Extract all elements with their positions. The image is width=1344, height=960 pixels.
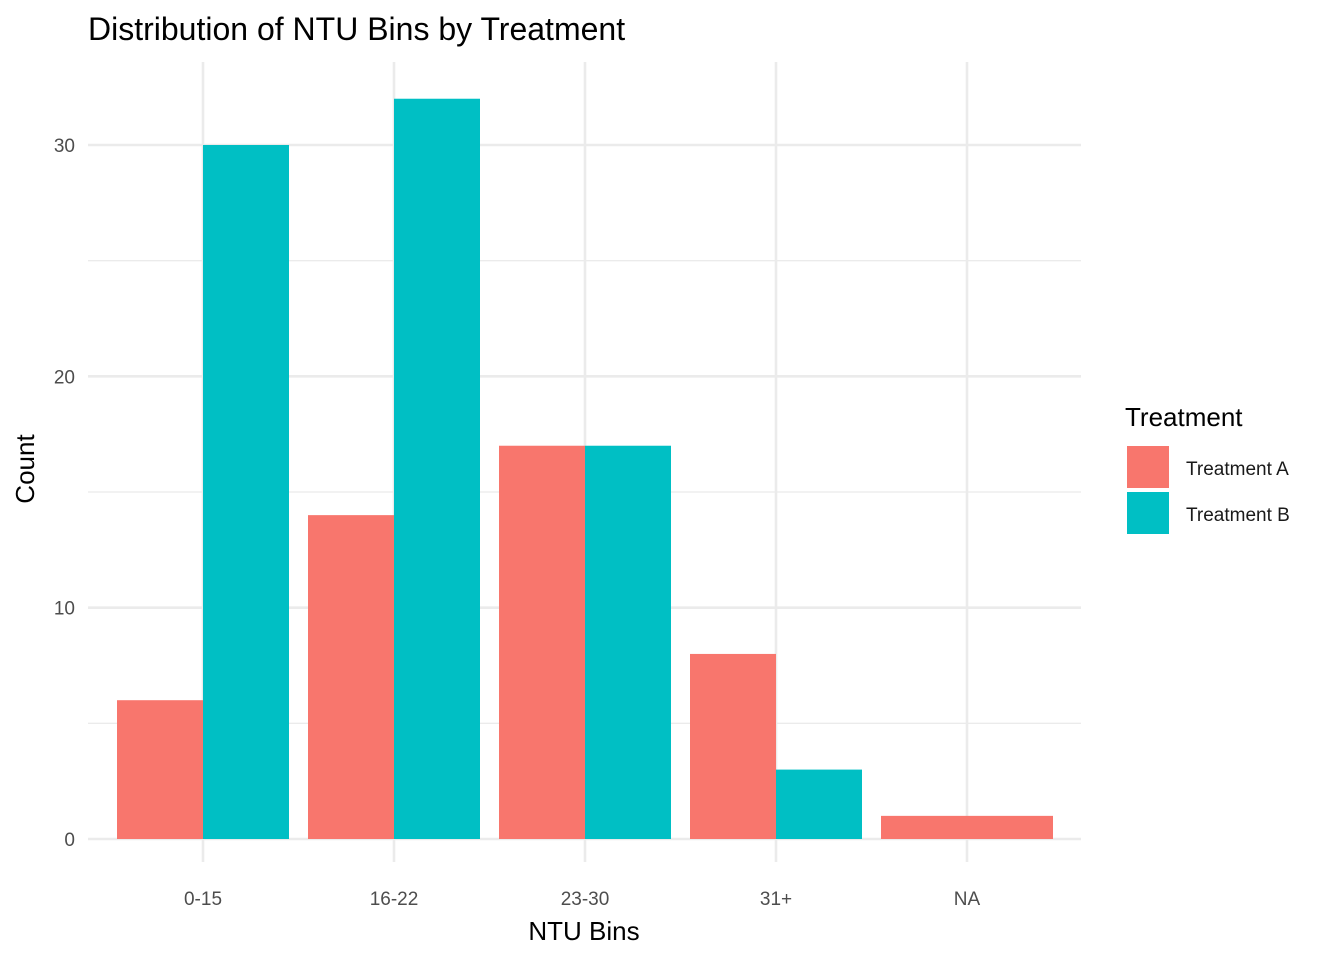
y-tick-label: 30 [54, 136, 75, 157]
y-tick-label: 20 [54, 367, 75, 388]
x-axis-title: NTU Bins [528, 916, 639, 946]
x-tick-label: 23-30 [561, 889, 610, 910]
legend-label: Treatment B [1186, 505, 1290, 526]
bar-treatment-a-2330 [499, 445, 585, 839]
x-tick-label: 16-22 [370, 889, 419, 910]
bar-treatment-b-015 [203, 145, 289, 839]
bar-treatment-a-31 [690, 653, 776, 839]
legend-title: Treatment [1125, 402, 1243, 432]
chart-title: Distribution of NTU Bins by Treatment [88, 11, 625, 47]
y-axis-title: Count [10, 434, 40, 504]
bar-treatment-b-1622 [394, 98, 480, 839]
y-axis-ticks: 0 10 20 30 [54, 136, 75, 851]
x-axis-ticks: 0-15 16-22 23-30 31+ NA [184, 889, 981, 910]
legend-key-treatment-a [1127, 446, 1169, 488]
bars [117, 98, 1053, 839]
bar-treatment-b-2330 [585, 445, 671, 839]
bar-treatment-a-1622 [308, 515, 394, 839]
bar-treatment-b-31 [776, 769, 862, 839]
x-tick-label: 31+ [760, 889, 792, 910]
y-tick-label: 0 [64, 830, 75, 851]
legend-label: Treatment A [1186, 459, 1289, 480]
legend-key-treatment-b [1127, 492, 1169, 534]
bar-treatment-a-na [881, 815, 1053, 839]
legend: Treatment Treatment A Treatment B [1125, 402, 1290, 534]
bar-treatment-a-015 [117, 700, 203, 839]
x-tick-label: 0-15 [184, 889, 222, 910]
y-tick-label: 10 [54, 599, 75, 620]
x-tick-label: NA [954, 889, 981, 910]
